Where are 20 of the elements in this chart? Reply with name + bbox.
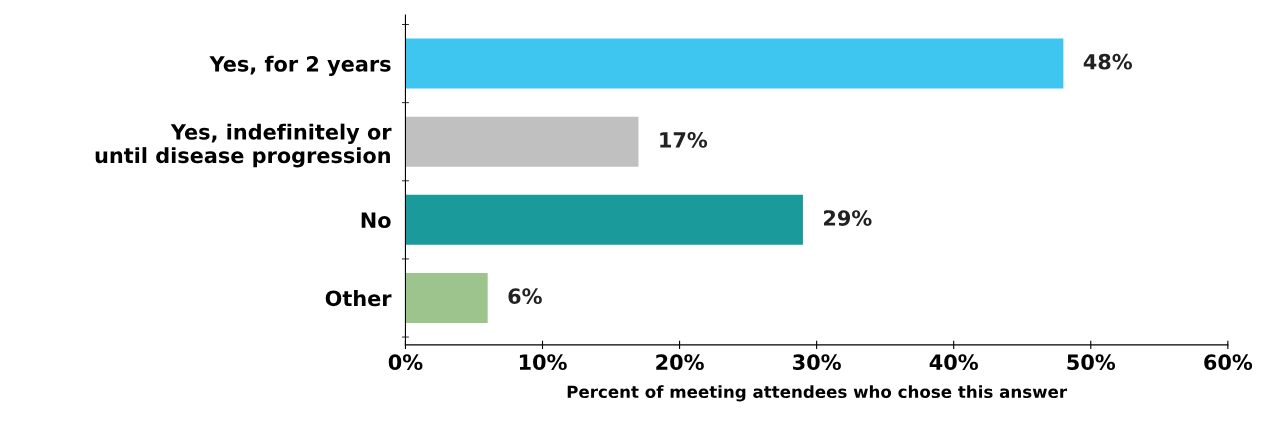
- x-tick-label: 20%: [656, 354, 704, 371]
- x-tick-label: 10%: [519, 354, 567, 371]
- x-tick-label: 60%: [1204, 354, 1253, 371]
- x-tick-label: 50%: [1067, 354, 1116, 371]
- data-label: 29%: [824, 210, 872, 226]
- bar: [405, 272, 488, 323]
- bar: [405, 194, 803, 245]
- x-tick-label: 0%: [388, 354, 423, 371]
- data-label: 6%: [508, 288, 542, 305]
- x-tick-label: 40%: [929, 354, 978, 371]
- bar: [405, 38, 1064, 89]
- y-tick-label: Yes, indefinitely or until disease progression: [95, 123, 392, 168]
- y-tick-label: Other: [325, 290, 392, 307]
- data-label: 48%: [1083, 53, 1133, 70]
- x-axis-title: Percent of meeting attendees who chose this answer: [567, 385, 1068, 402]
- data-label: 17%: [660, 132, 708, 148]
- x-tick-label: 30%: [793, 354, 841, 371]
- y-tick-label: Yes, for 2 years: [209, 55, 391, 76]
- y-tick-label: No: [361, 212, 391, 229]
- bar: [405, 116, 639, 167]
